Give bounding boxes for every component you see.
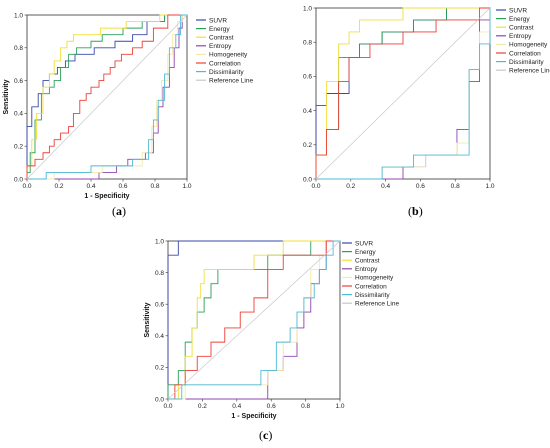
series-line-reference-line-c	[167, 240, 341, 400]
series-line-reference-line-b	[315, 7, 491, 180]
x-axis-title-c: 1 - Specificity	[231, 413, 276, 420]
y-axis-title-a: Sensitivity	[3, 79, 10, 114]
caption-c-letter: c	[263, 428, 269, 442]
x-axis-title-a: 1 - Specificity	[84, 193, 129, 200]
series-line-reference-line-a	[26, 14, 188, 180]
legend-label-homogeneity-c: Homogeneity	[355, 275, 394, 282]
legend-label-homogeneity-a: Homogeneity	[209, 52, 248, 59]
series-line-correlation-b	[315, 7, 490, 179]
x-tick-label-a: 1.0	[182, 183, 191, 190]
legend-label-contrast-a: Contrast	[209, 35, 234, 42]
y-tick-label-c: 0.2	[155, 365, 164, 372]
y-tick-label-a: 0.0	[14, 176, 23, 183]
legend-label-energy-b: Energy	[509, 16, 530, 23]
y-tick-label-b: 0.2	[303, 142, 312, 149]
legend-label-correlation-c: Correlation	[355, 283, 387, 290]
y-tick-label-a: 0.4	[14, 111, 23, 118]
y-tick-label-b: 0.8	[303, 40, 312, 47]
roc-chart-b: 0.0 0.2 0.4 0.6 0.8 1.0 0.0 0.2 0.4 0.6 0.8 1.0 SUVR…	[280, 0, 550, 200]
caption-c: (c)	[259, 428, 273, 442]
caption-b-letter: b	[412, 204, 419, 218]
caption-a-letter: a	[116, 204, 122, 218]
series-line-contrast-a	[26, 14, 187, 179]
x-tick-label-c: 0.6	[267, 403, 276, 410]
x-tick-label-a: 0.2	[54, 183, 63, 190]
y-tick-label-b: 1.0	[303, 5, 312, 12]
legend-label-homogeneity-b: Homogeneity	[509, 42, 548, 49]
legend-label-dissimilarity-a: Dissimilarity	[209, 69, 244, 76]
roc-chart-b-svg: 0.0 0.2 0.4 0.6 0.8 1.0 0.0 0.2 0.4 0.6 0.8 1.0 SUVR…	[303, 5, 550, 190]
x-tick-label-b: 0.8	[451, 183, 460, 190]
series-line-energy-c	[167, 240, 340, 399]
y-tick-label-c: 0.4	[155, 333, 164, 340]
series-line-correlation-a	[26, 14, 187, 179]
legend-label-dissimilarity-c: Dissimilarity	[355, 292, 390, 299]
x-tick-label-c: 0.2	[198, 403, 207, 410]
y-tick-label-a: 0.8	[14, 45, 23, 52]
legend-label-suvr-a: SUVR	[209, 17, 227, 24]
roc-chart-a: 0.0 0.2 0.4 0.6 0.8 1.0 0.0 0.2 0.4 0.6 0.8 1.0 1 - …	[0, 0, 270, 200]
series-line-dissimilarity-b	[316, 8, 491, 180]
series-line-correlation-c	[168, 240, 340, 400]
roc-chart-a-svg: 0.0 0.2 0.4 0.6 0.8 1.0 0.0 0.2 0.4 0.6 0.8 1.0 1 - …	[3, 12, 253, 200]
legend-label-energy-c: Energy	[355, 249, 376, 256]
roc-chart-c: 0.0 0.2 0.4 0.6 0.8 1.0 0.0 0.2 0.4 0.6 0.8 1.0 1 - …	[140, 228, 410, 424]
y-tick-label-b: 0.4	[303, 108, 312, 115]
y-axis-title-c: Sensitivity	[144, 302, 151, 337]
legend-label-contrast-b: Contrast	[509, 25, 534, 32]
y-tick-label-a: 1.0	[14, 12, 23, 19]
x-tick-label-a: 0.4	[86, 183, 95, 190]
series-line-suvr-c	[167, 240, 340, 399]
x-tick-label-a: 0.0	[22, 183, 31, 190]
y-tick-label-b: 0.6	[303, 74, 312, 81]
legend-label-entropy-c: Entropy	[355, 266, 378, 273]
legend-label-correlation-b: Correlation	[509, 50, 541, 57]
legend-label-suvr-b: SUVR	[509, 7, 527, 14]
x-tick-label-c: 0.8	[301, 403, 310, 410]
series-line-suvr-a	[26, 14, 187, 179]
roc-chart-c-svg: 0.0 0.2 0.4 0.6 0.8 1.0 0.0 0.2 0.4 0.6 0.8 1.0 1 - …	[144, 238, 399, 420]
x-tick-label-b: 0.2	[346, 183, 355, 190]
legend-label-reference-line-a: Reference Line	[209, 78, 253, 85]
caption-b: (b)	[408, 204, 423, 218]
series-line-dissimilarity-a	[27, 14, 187, 180]
y-tick-label-c: 0.8	[155, 270, 164, 277]
x-tick-label-b: 0.4	[381, 183, 390, 190]
legend-label-dissimilarity-b: Dissimilarity	[509, 59, 544, 66]
series-line-dissimilarity-c	[168, 240, 340, 400]
x-tick-label-b: 0.0	[311, 183, 320, 190]
y-tick-label-b: 0.0	[303, 176, 312, 183]
y-tick-label-c: 0.6	[155, 302, 164, 309]
y-tick-label-a: 0.6	[14, 78, 23, 85]
legend-label-reference-line-c: Reference Line	[355, 301, 399, 308]
x-tick-label-a: 0.6	[118, 183, 127, 190]
y-tick-label-c: 0.0	[155, 396, 164, 403]
y-tick-label-c: 1.0	[155, 238, 164, 245]
legend-label-suvr-c: SUVR	[355, 240, 373, 247]
legend-label-correlation-a: Correlation	[209, 60, 241, 67]
x-tick-label-c: 0.0	[163, 403, 172, 410]
legend-label-energy-a: Energy	[209, 26, 230, 33]
legend-label-reference-line-b: Reference Line	[509, 68, 550, 75]
x-tick-label-a: 0.8	[150, 183, 159, 190]
series-line-energy-a	[26, 14, 187, 179]
x-tick-label-c: 0.4	[232, 403, 241, 410]
caption-a: (a)	[112, 204, 126, 218]
legend-label-contrast-c: Contrast	[355, 258, 380, 265]
x-tick-label-b: 0.6	[416, 183, 425, 190]
x-tick-label-c: 1.0	[335, 403, 344, 410]
y-tick-label-a: 0.2	[14, 144, 23, 151]
legend-label-entropy-b: Entropy	[509, 33, 532, 40]
legend-label-entropy-a: Entropy	[209, 43, 232, 50]
x-tick-label-b: 1.0	[485, 183, 494, 190]
